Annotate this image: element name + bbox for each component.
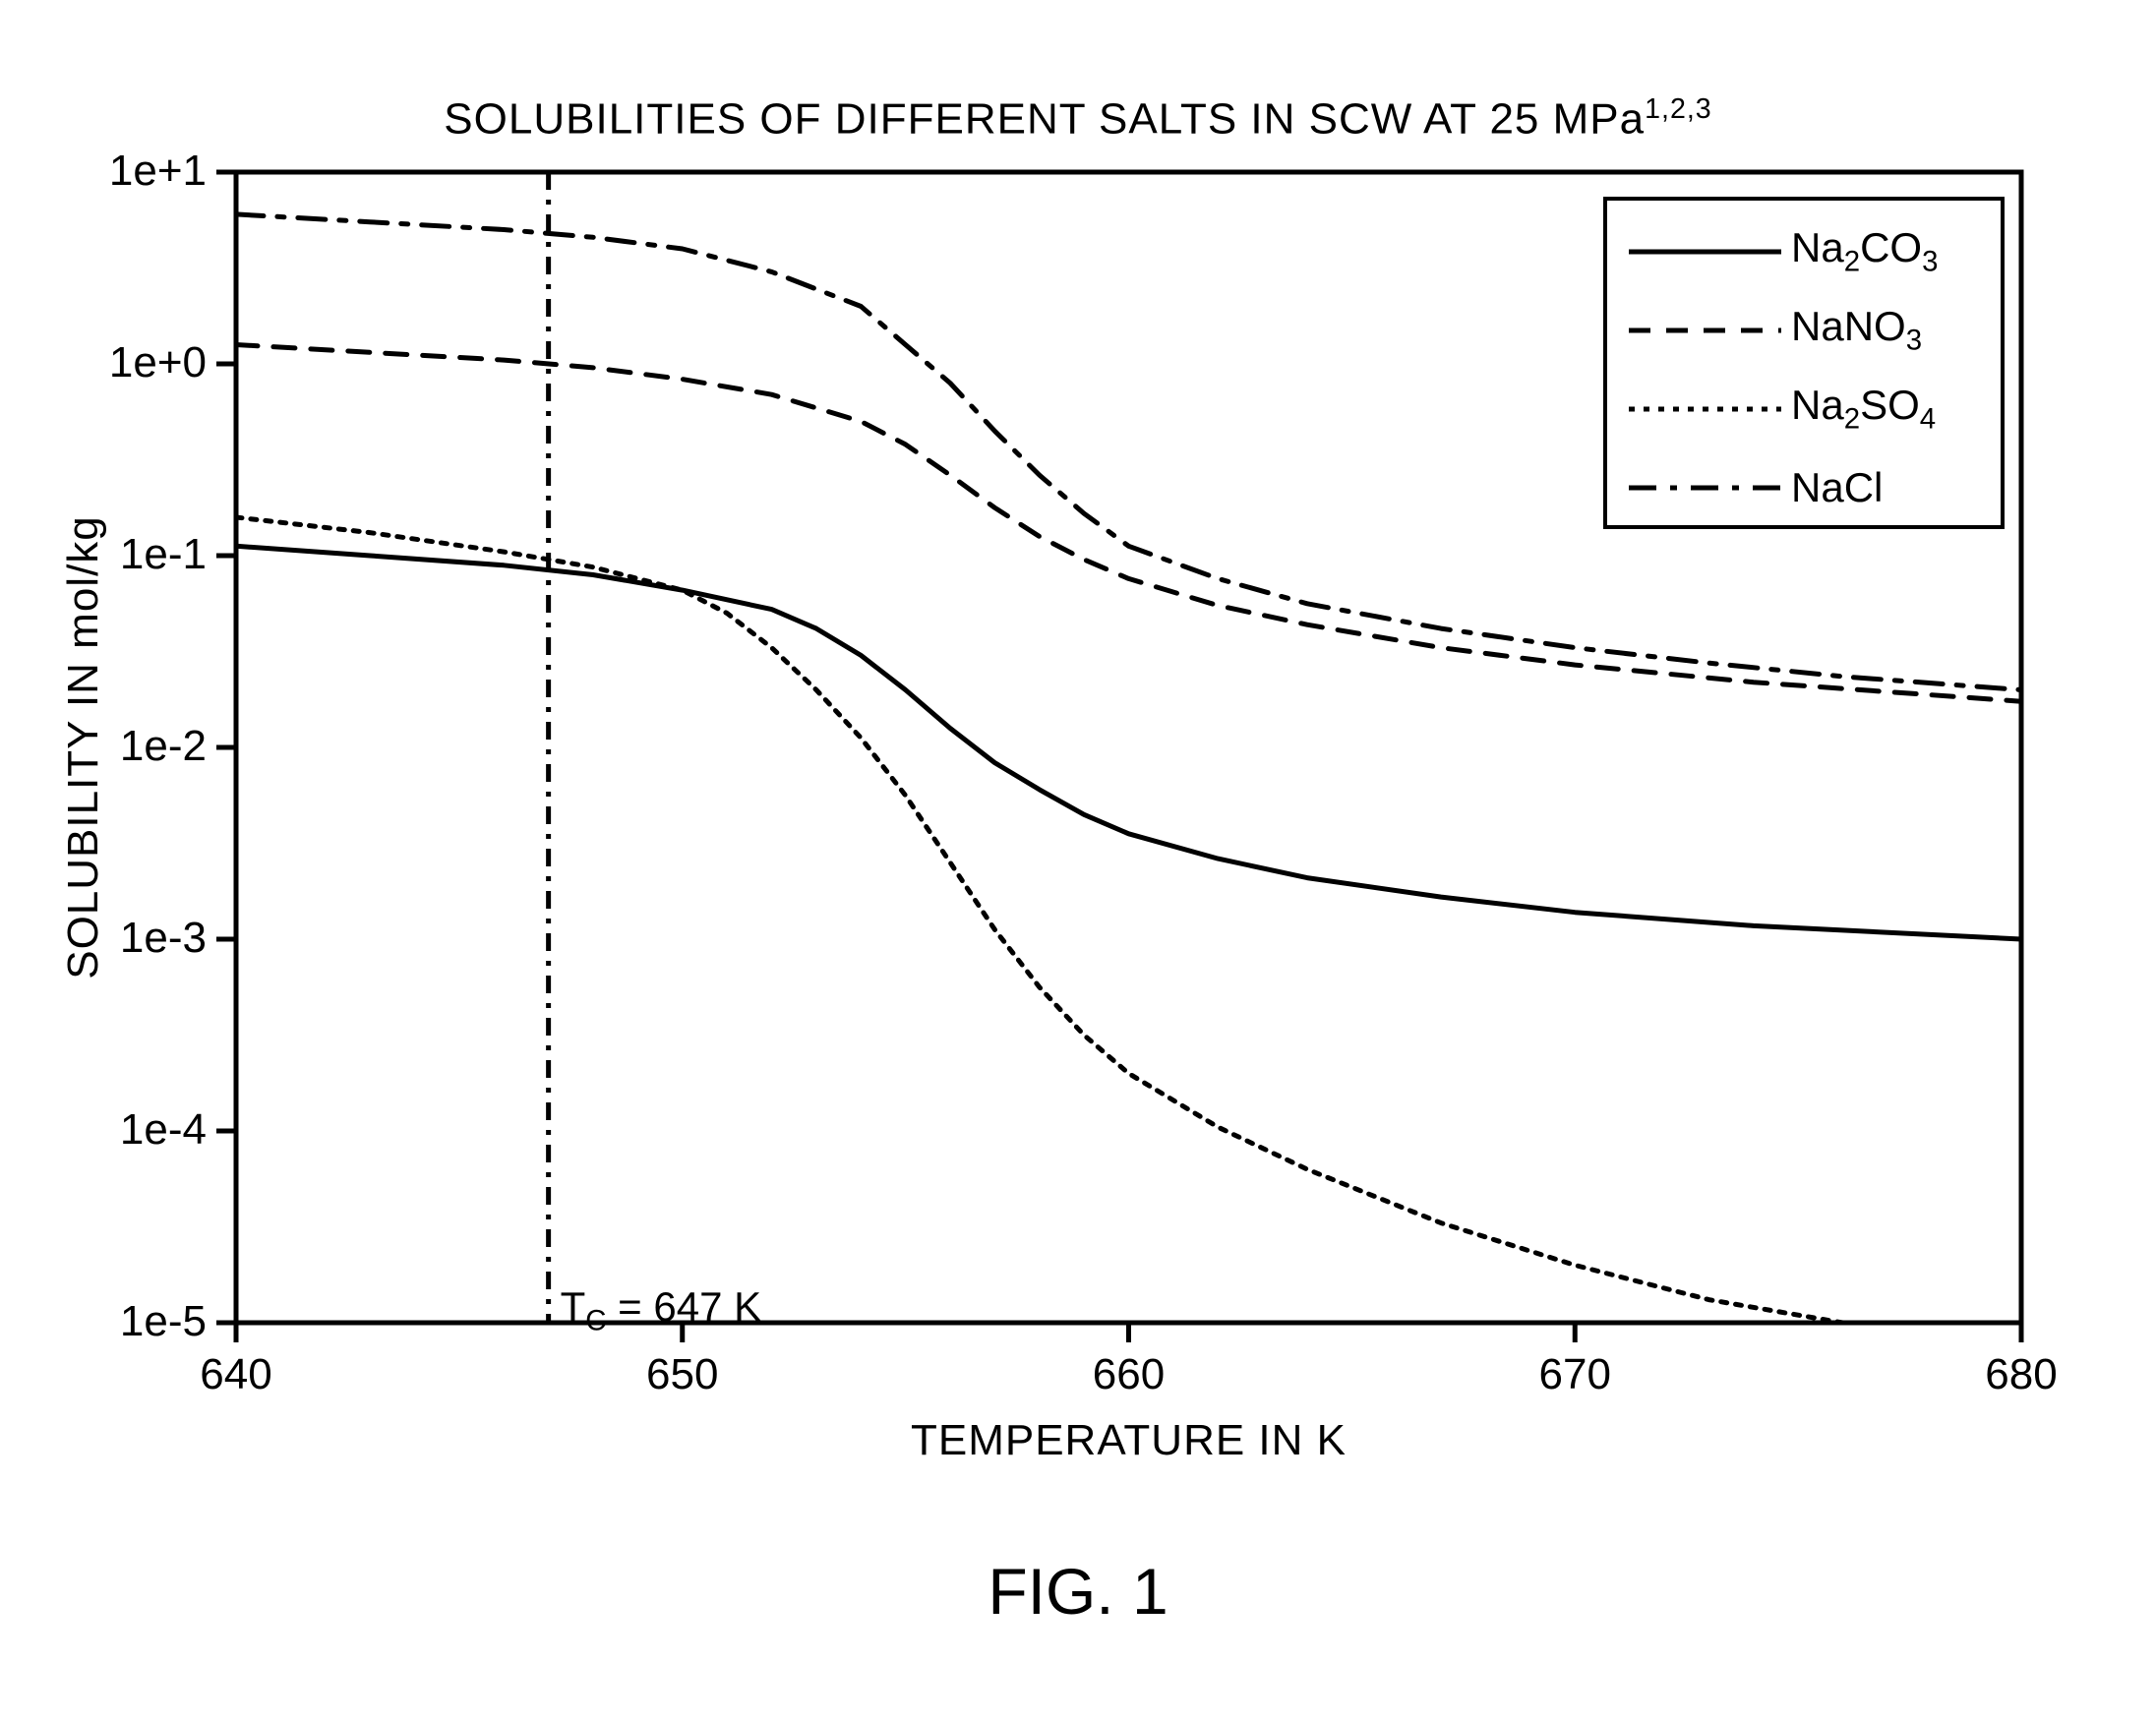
y-tick-label: 1e-4 xyxy=(120,1105,207,1155)
legend-swatch xyxy=(1607,212,1781,291)
x-axis-label: TEMPERATURE IN K xyxy=(236,1416,2021,1465)
y-tick-label: 1e-3 xyxy=(120,914,207,963)
chart-title: SOLUBILITIES OF DIFFERENT SALTS IN SCW A… xyxy=(0,93,2156,145)
x-tick-label: 670 xyxy=(1526,1350,1624,1399)
legend-swatch xyxy=(1607,370,1781,448)
legend-label: NaNO3 xyxy=(1791,303,1922,357)
y-axis-label: SOLUBILITY IN mol/kg xyxy=(59,172,108,1323)
legend-label: Na2SO4 xyxy=(1791,382,1936,436)
legend: Na2CO3 NaNO3 Na2SO4 NaCl xyxy=(1603,197,2005,529)
legend-swatch xyxy=(1607,448,1781,527)
legend-label: NaCl xyxy=(1791,464,1883,511)
y-tick-label: 1e-2 xyxy=(120,722,207,771)
legend-row: NaNO3 xyxy=(1607,291,2001,370)
y-tick-label: 1e+1 xyxy=(109,147,207,196)
x-tick-label: 640 xyxy=(187,1350,285,1399)
x-tick-label: 660 xyxy=(1080,1350,1178,1399)
figure-caption: FIG. 1 xyxy=(0,1554,2156,1629)
tc-annotation: TC = 647 K xyxy=(561,1283,762,1337)
y-tick-label: 1e-5 xyxy=(120,1297,207,1346)
y-tick-label: 1e+0 xyxy=(109,338,207,387)
legend-swatch xyxy=(1607,291,1781,370)
legend-label: Na2CO3 xyxy=(1791,224,1938,278)
y-tick-label: 1e-1 xyxy=(120,530,207,579)
x-tick-label: 650 xyxy=(633,1350,732,1399)
legend-row: Na2CO3 xyxy=(1607,212,2001,291)
series-na2co3 xyxy=(236,546,2021,939)
legend-row: Na2SO4 xyxy=(1607,370,2001,448)
series-na2so4 xyxy=(236,517,2021,1342)
x-tick-label: 680 xyxy=(1972,1350,2070,1399)
legend-row: NaCl xyxy=(1607,448,2001,527)
